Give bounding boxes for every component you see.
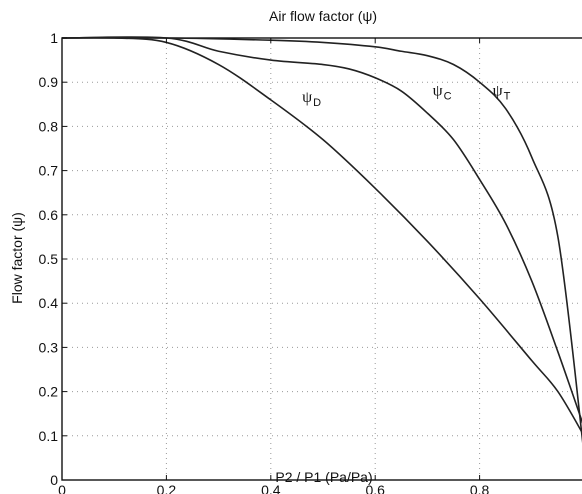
x-tick-label: 0.2 bbox=[157, 482, 177, 494]
y-tick-label: 0 bbox=[50, 472, 58, 488]
curve-label-subscript: C bbox=[444, 90, 452, 102]
y-tick-label: 1 bbox=[50, 30, 58, 46]
y-tick-label: 0.1 bbox=[39, 428, 59, 444]
curve-label-t: ψ bbox=[493, 82, 503, 99]
y-tick-label: 0.8 bbox=[39, 118, 59, 134]
y-tick-label: 0.9 bbox=[39, 74, 59, 90]
y-tick-label: 0.7 bbox=[39, 163, 59, 179]
curve-label-c: ψ bbox=[433, 82, 443, 99]
curve-label-d: ψ bbox=[302, 89, 312, 106]
grid-lines bbox=[62, 38, 582, 480]
y-tick-label: 0.3 bbox=[39, 339, 59, 355]
curve-label-subscript: D bbox=[313, 97, 321, 109]
y-tick-label: 0.4 bbox=[39, 295, 59, 311]
y-tick-label: 0.2 bbox=[39, 384, 59, 400]
x-tick-label: 0.8 bbox=[470, 482, 490, 494]
y-axis-label: Flow factor (ψ) bbox=[9, 212, 25, 304]
y-tick-label: 0.5 bbox=[39, 251, 59, 267]
chart-title: Air flow factor (ψ) bbox=[269, 8, 377, 24]
y-tick-label: 0.6 bbox=[39, 207, 59, 223]
x-axis-label: P2 / P1 (Pa/Pa) bbox=[275, 469, 372, 485]
curve-label-subscript: T bbox=[504, 90, 511, 102]
axis-ticks: 0 0.2 0.4 0.6 0.800.10.20.30.40.50.60.70.80.… bbox=[39, 30, 490, 494]
x-tick-label: 0 bbox=[58, 482, 66, 494]
